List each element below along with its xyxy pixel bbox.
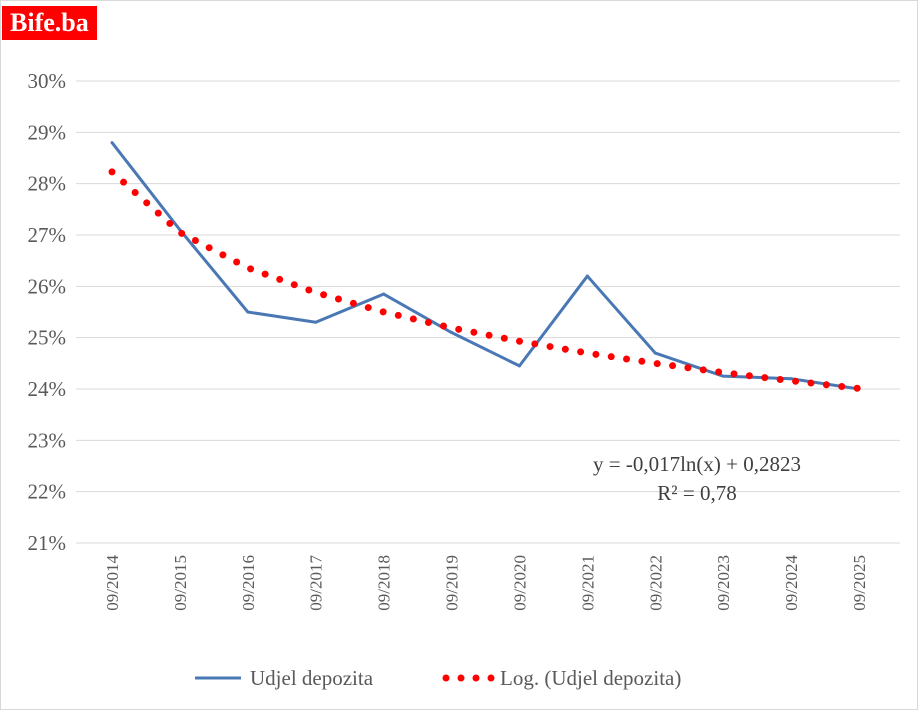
data-point bbox=[450, 331, 454, 335]
x-tick-label: 09/2019 bbox=[443, 555, 462, 611]
data-point bbox=[653, 351, 657, 355]
data-point bbox=[314, 320, 318, 324]
y-axis-ticks: 21% 22% 23% 24% 25% 26% 27% 28% 29% 30% bbox=[28, 69, 67, 555]
x-axis-ticks: 09/2014 09/2015 09/2016 09/2017 09/2018 09/20… bbox=[103, 555, 869, 611]
data-point bbox=[517, 364, 521, 368]
x-tick-label: 09/2018 bbox=[375, 555, 394, 611]
series-line bbox=[110, 141, 860, 391]
r-squared: R² = 0,78 bbox=[657, 481, 736, 505]
legend-label-udjel: Udjel depozita bbox=[250, 666, 374, 690]
x-tick-label: 09/2022 bbox=[646, 555, 665, 611]
x-tick-label: 09/2016 bbox=[239, 555, 258, 611]
x-tick-label: 09/2023 bbox=[714, 555, 733, 611]
y-tick-label: 21% bbox=[28, 531, 67, 555]
gridlines bbox=[76, 80, 900, 544]
y-tick-label: 22% bbox=[28, 480, 67, 504]
data-point bbox=[382, 292, 386, 296]
x-tick-label: 09/2025 bbox=[850, 555, 869, 611]
y-tick-label: 30% bbox=[28, 69, 67, 93]
y-tick-label: 26% bbox=[28, 274, 67, 298]
trendline-equation: y = -0,017ln(x) + 0,2823 R² = 0,78 bbox=[593, 452, 801, 505]
y-tick-label: 29% bbox=[28, 120, 67, 144]
y-tick-label: 25% bbox=[28, 326, 67, 350]
data-point bbox=[721, 374, 725, 378]
data-point bbox=[585, 274, 589, 278]
y-tick-label: 27% bbox=[28, 223, 67, 247]
data-point bbox=[789, 377, 793, 381]
x-tick-label: 09/2024 bbox=[782, 555, 801, 611]
trendline-series bbox=[108, 168, 863, 392]
legend-label-log: Log. (Udjel depozita) bbox=[500, 666, 681, 690]
data-point bbox=[110, 141, 114, 145]
y-tick-label: 28% bbox=[28, 172, 67, 196]
brand-logo: Bife.ba bbox=[2, 6, 97, 40]
x-tick-label: 09/2014 bbox=[103, 555, 122, 611]
x-tick-label: 09/2020 bbox=[510, 555, 529, 611]
legend: Udjel depozita Log. (Udjel depozita) bbox=[195, 666, 681, 690]
x-tick-label: 09/2021 bbox=[578, 555, 597, 611]
x-tick-label: 09/2017 bbox=[307, 555, 326, 611]
y-tick-label: 23% bbox=[28, 428, 67, 452]
trend-equation: y = -0,017ln(x) + 0,2823 bbox=[593, 452, 801, 476]
data-point bbox=[246, 310, 250, 314]
y-tick-label: 24% bbox=[28, 377, 67, 401]
series-group bbox=[108, 141, 863, 392]
x-tick-label: 09/2015 bbox=[171, 555, 190, 611]
